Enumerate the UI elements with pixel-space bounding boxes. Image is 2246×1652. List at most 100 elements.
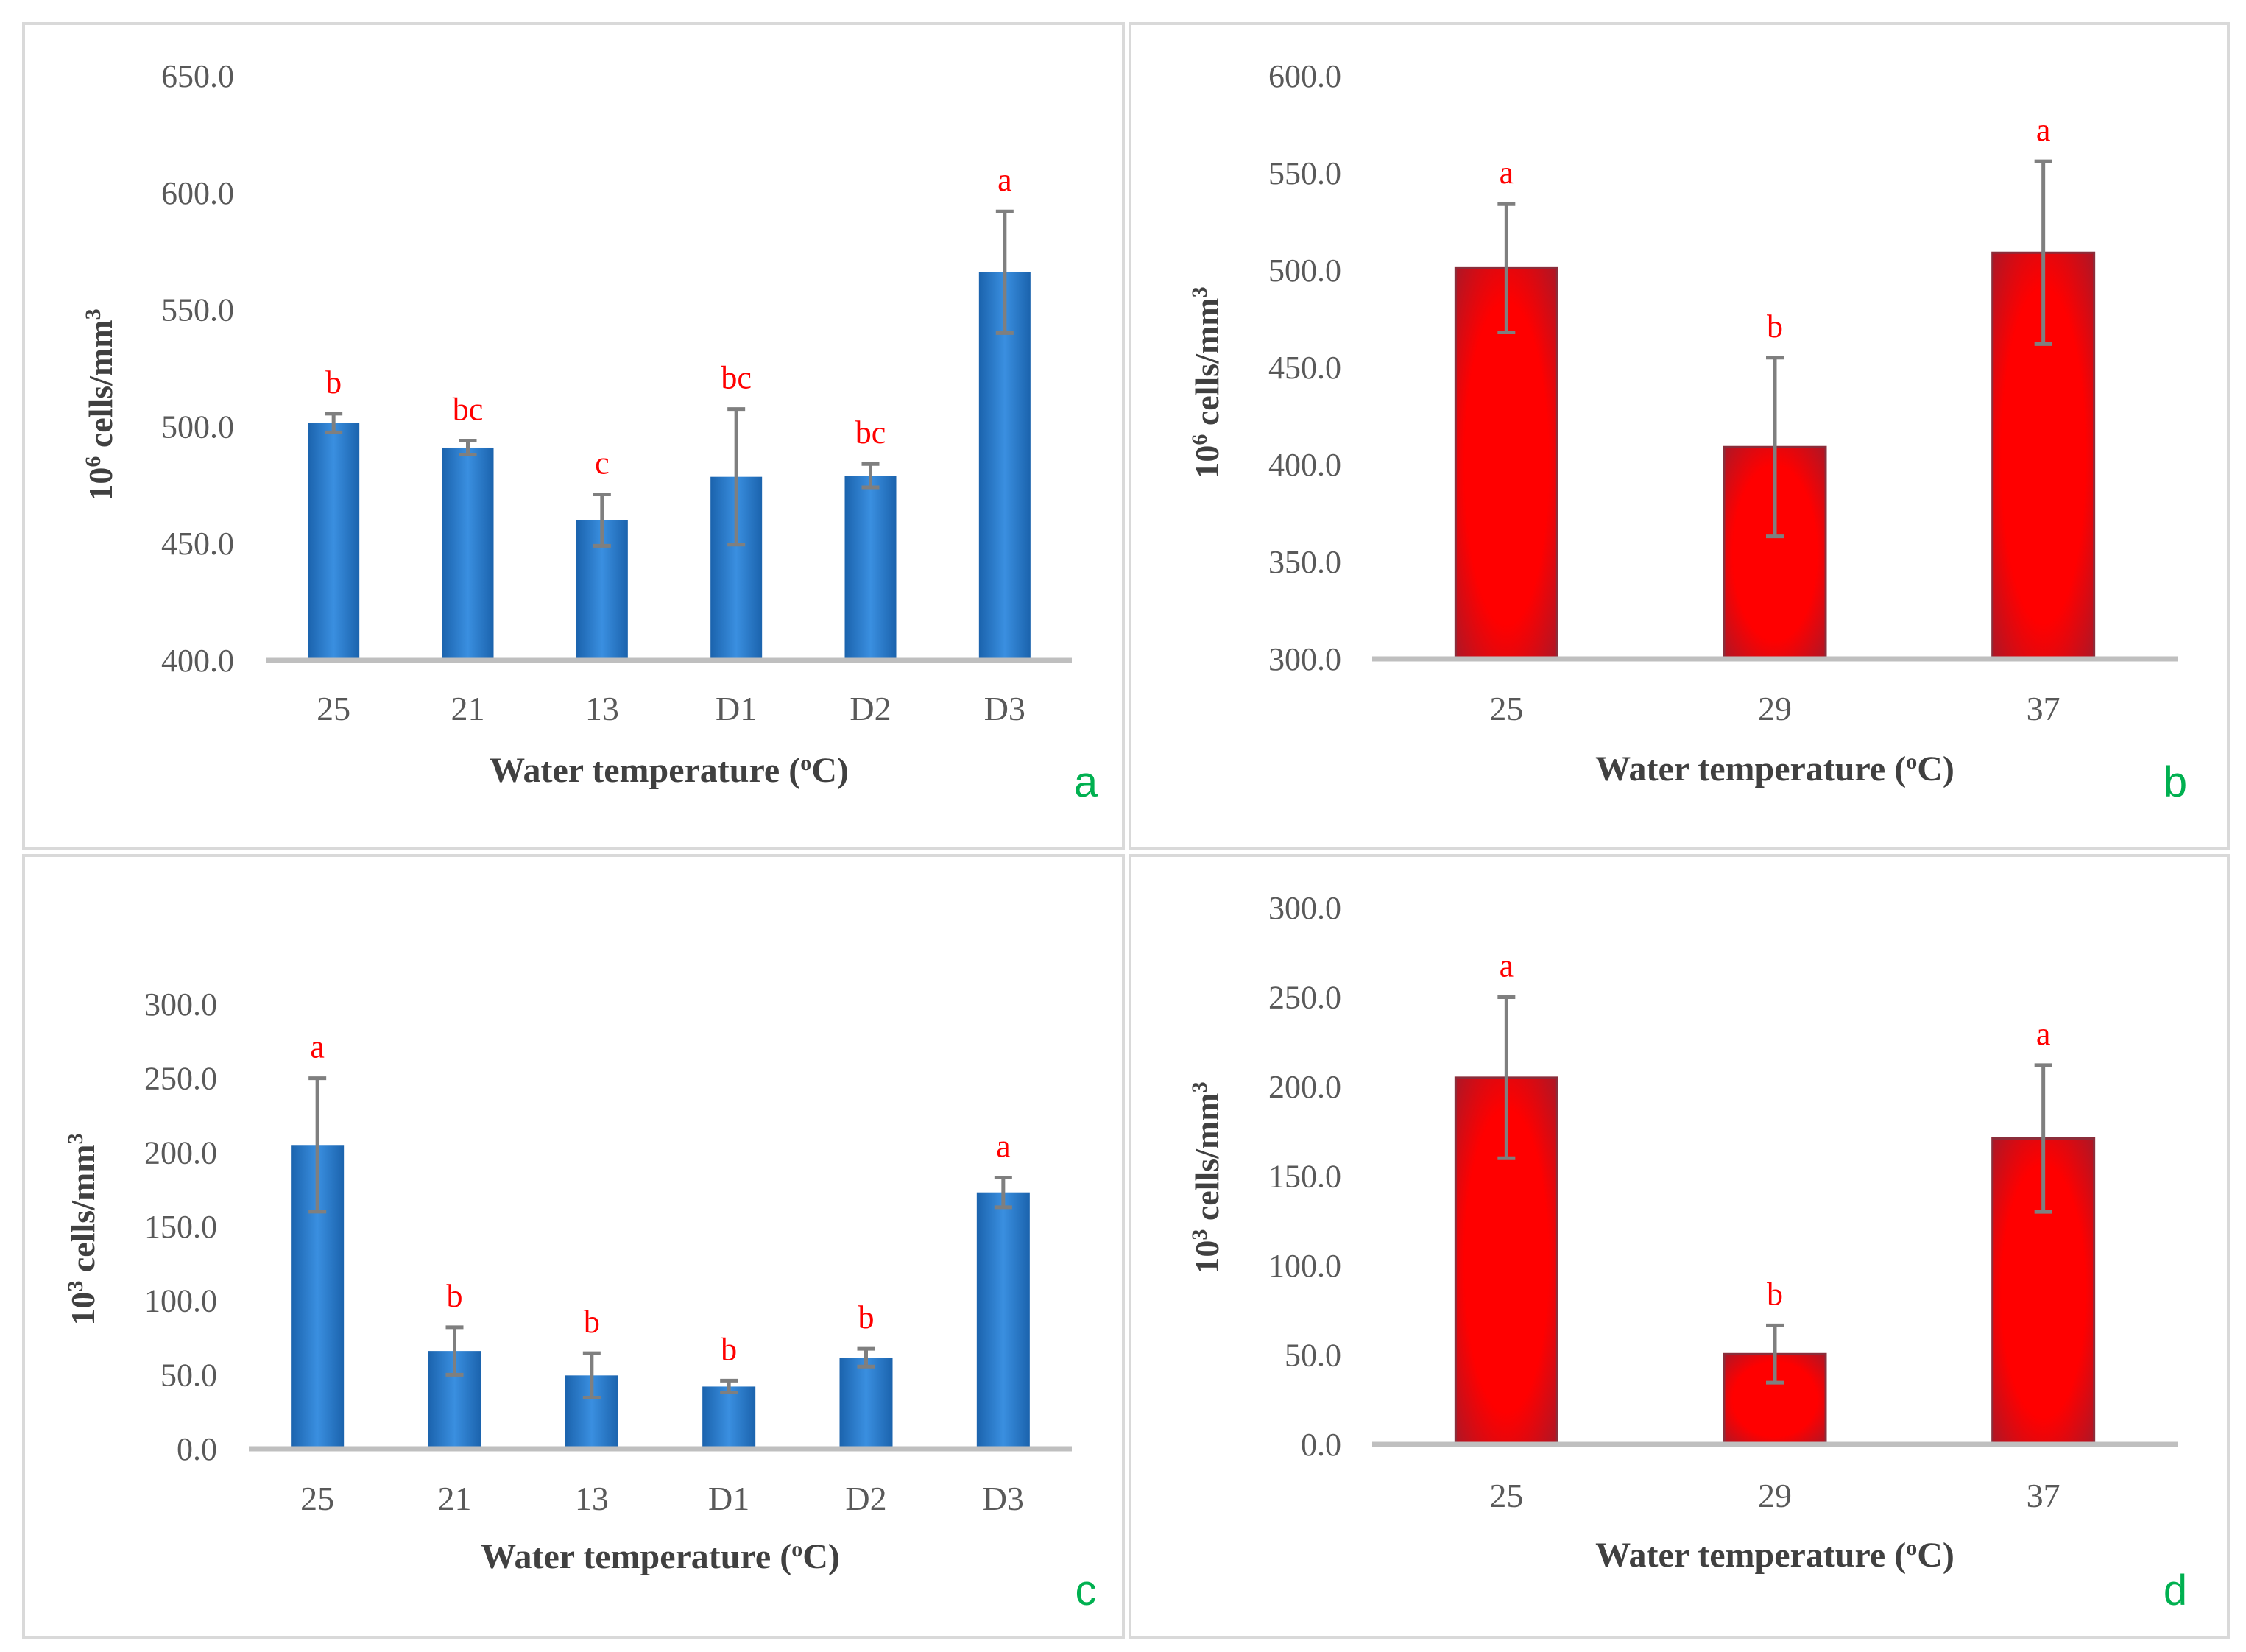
panel-c-letter: c <box>1076 1567 1097 1614</box>
y-tick-label: 0.0 <box>177 1431 217 1467</box>
significance-letter: a <box>310 1029 325 1065</box>
panel-b-y-axis-title: 106 cells/mm3 <box>1187 286 1226 479</box>
panel-b-bars: a b a <box>1454 112 2096 660</box>
significance-letter: a <box>2036 112 2051 148</box>
significance-letter: b <box>858 1299 875 1335</box>
y-tick-label: 100.0 <box>144 1283 217 1319</box>
significance-letter: a <box>1500 948 1514 984</box>
x-tick-label: 21 <box>438 1480 472 1517</box>
x-tick-label: D3 <box>984 690 1025 727</box>
bar <box>976 1192 1030 1449</box>
significance-letter: b <box>1767 1276 1783 1312</box>
panel-a-frame <box>22 22 1125 850</box>
x-tick-label: D2 <box>850 690 891 727</box>
panel-a-x-axis-title: Water temperature (oC) <box>490 751 849 791</box>
panel-d-y-tick-labels: 0.0 50.0 100.0 150.0 200.0 250.0 300.0 <box>1268 890 1341 1463</box>
panel-c: 0.0 50.0 100.0 150.0 200.0 250.0 300.0 a b b b ba … <box>22 854 1125 1639</box>
x-tick-label: 13 <box>585 690 619 727</box>
y-tick-label: 400.0 <box>1268 447 1341 483</box>
significance-letter: a <box>997 162 1012 198</box>
y-tick-label: 550.0 <box>1268 155 1341 191</box>
y-tick-label: 300.0 <box>1268 890 1341 926</box>
panel-a-x-tick-labels: 25 21 13 D1 D2 D3 <box>317 690 1025 727</box>
panel-d-y-axis-title: 103 cells/mm3 <box>1187 1081 1226 1274</box>
bar <box>442 447 494 660</box>
x-tick-label: D1 <box>716 690 757 727</box>
x-tick-label: 25 <box>1489 1477 1523 1514</box>
bar <box>308 423 360 660</box>
panel-b-letter: b <box>2164 758 2187 806</box>
y-tick-label: 250.0 <box>1268 980 1341 1016</box>
y-tick-label: 50.0 <box>160 1357 217 1393</box>
x-tick-label: 37 <box>2027 690 2060 727</box>
y-tick-label: 400.0 <box>161 643 234 679</box>
y-tick-label: 300.0 <box>1268 641 1341 677</box>
y-tick-label: 600.0 <box>161 175 234 211</box>
significance-letter: bc <box>453 391 484 427</box>
y-tick-label: 100.0 <box>1268 1248 1341 1284</box>
bar <box>1454 1076 1558 1446</box>
y-tick-label: 150.0 <box>1268 1159 1341 1195</box>
x-tick-label: 25 <box>300 1480 334 1517</box>
significance-letter: a <box>996 1129 1011 1165</box>
y-tick-label: 200.0 <box>144 1134 217 1171</box>
x-tick-label: D1 <box>708 1480 749 1517</box>
panel-a-y-axis-title: 106 cells/mm3 <box>81 308 120 501</box>
panel-c-y-tick-labels: 0.0 50.0 100.0 150.0 200.0 250.0 300.0 <box>144 986 217 1467</box>
y-tick-label: 500.0 <box>161 409 234 445</box>
panel-a-bars: b bc c bc bc a <box>308 162 1031 660</box>
y-tick-label: 450.0 <box>1268 350 1341 386</box>
panel-d-x-tick-labels: 25 29 37 <box>1489 1477 2060 1514</box>
y-tick-label: 550.0 <box>161 292 234 328</box>
significance-letter: bc <box>721 360 752 396</box>
x-tick-label: 21 <box>451 690 485 727</box>
panel-d-bars: a b a <box>1454 948 2096 1446</box>
significance-letter: bc <box>855 414 886 451</box>
x-tick-label: 29 <box>1758 1477 1792 1514</box>
x-tick-label: D3 <box>983 1480 1024 1517</box>
bar <box>978 272 1031 660</box>
panel-d-x-axis-title: Water temperature (oC) <box>1595 1536 1954 1575</box>
y-tick-label: 350.0 <box>1268 544 1341 580</box>
significance-letter: b <box>721 1331 737 1367</box>
x-tick-label: D2 <box>845 1480 886 1517</box>
panel-d-letter: d <box>2164 1567 2187 1614</box>
significance-letter: b <box>584 1304 600 1340</box>
panel-b-x-tick-labels: 25 29 37 <box>1489 690 2060 727</box>
bar <box>844 476 897 660</box>
panel-a-y-tick-labels: 400.0 450.0 500.0 550.0 600.0 650.0 <box>161 58 234 679</box>
x-tick-label: 29 <box>1758 690 1792 727</box>
panel-c-frame <box>22 854 1125 1639</box>
panel-c-x-axis-title: Water temperature (oC) <box>481 1537 840 1577</box>
x-tick-label: 13 <box>575 1480 609 1517</box>
x-tick-label: 37 <box>2027 1477 2060 1514</box>
panel-b-y-tick-labels: 300.0 350.0 400.0 450.0 500.0 550.0 600.0 <box>1268 58 1341 677</box>
y-tick-label: 0.0 <box>1301 1427 1341 1463</box>
y-tick-label: 50.0 <box>1285 1338 1341 1374</box>
y-tick-label: 600.0 <box>1268 58 1341 94</box>
y-tick-label: 650.0 <box>161 58 234 94</box>
panel-a-letter: a <box>1074 758 1098 806</box>
x-tick-label: 25 <box>1489 690 1523 727</box>
y-tick-label: 200.0 <box>1268 1069 1341 1105</box>
panel-b-x-axis-title: Water temperature (oC) <box>1595 749 1954 789</box>
panel-c-bars: a b b b b a <box>291 1029 1030 1449</box>
panel-a: 400.0 450.0 500.0 550.0 600.0 650.0 b bc c bc bc a… <box>22 22 1125 850</box>
significance-letter: a <box>1500 155 1514 191</box>
significance-letter: b <box>447 1278 463 1314</box>
significance-letter: b <box>325 364 342 400</box>
panel-c-x-tick-labels: 25 21 13 D1 D2 D3 <box>300 1480 1024 1517</box>
y-tick-label: 300.0 <box>144 986 217 1023</box>
bar <box>839 1358 893 1449</box>
significance-letter: b <box>1767 308 1783 345</box>
y-tick-label: 450.0 <box>161 526 234 562</box>
significance-letter: a <box>2036 1016 2051 1052</box>
y-tick-label: 250.0 <box>144 1061 217 1097</box>
x-tick-label: 25 <box>317 690 350 727</box>
bar <box>702 1386 756 1449</box>
panel-c-y-axis-title: 103 cells/mm3 <box>63 1133 102 1325</box>
y-tick-label: 150.0 <box>144 1209 217 1245</box>
